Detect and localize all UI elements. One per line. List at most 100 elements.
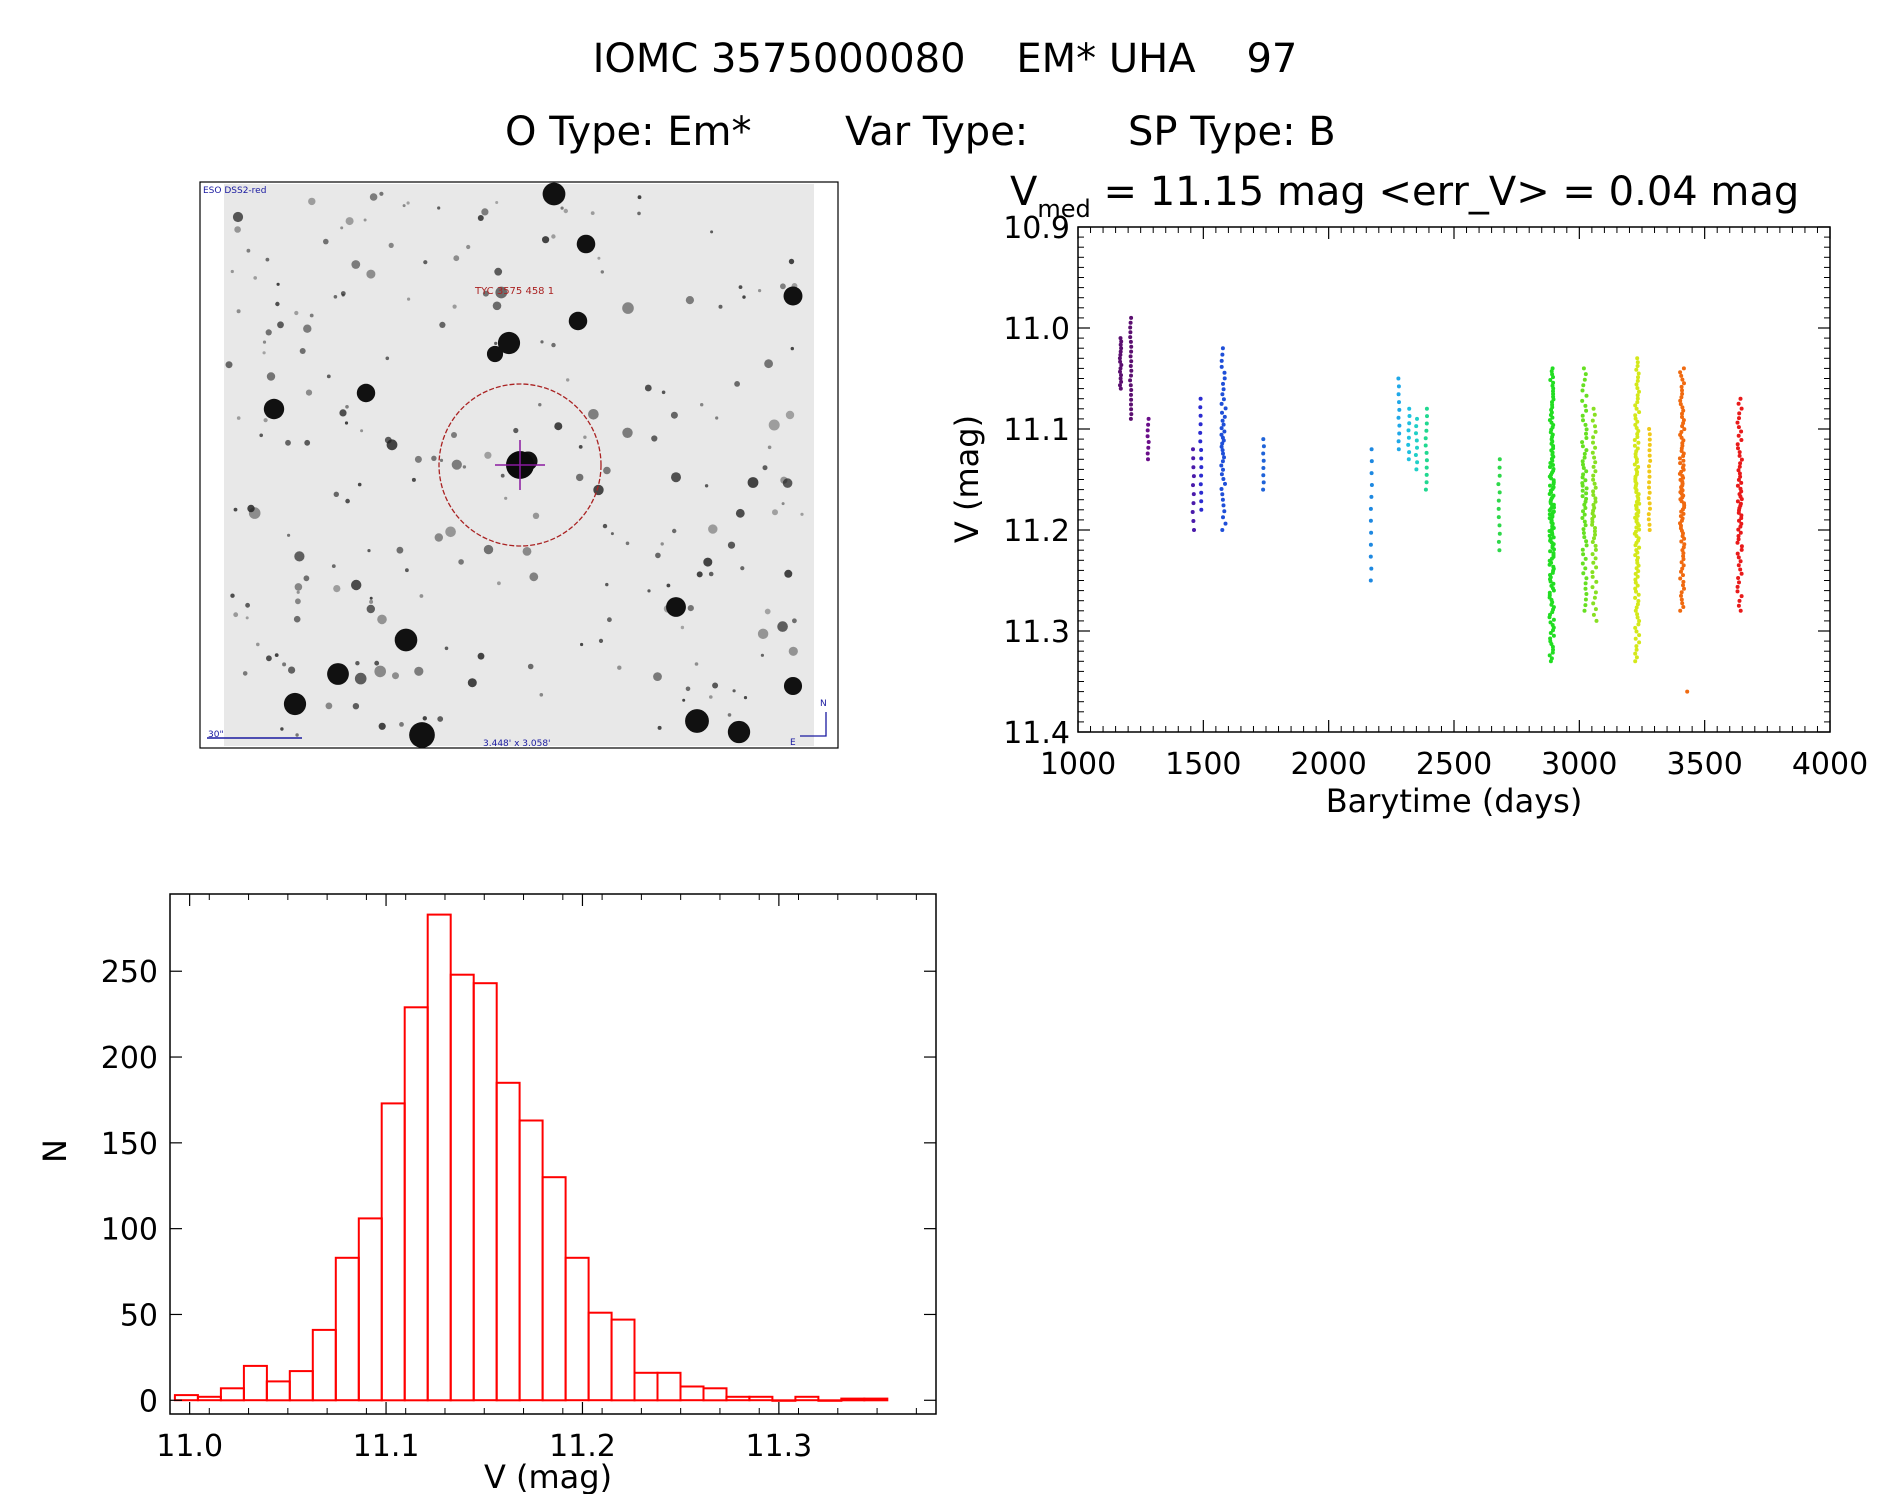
- lc-point: [1497, 457, 1502, 462]
- lc-point: [1682, 381, 1686, 386]
- hist-bar: [196, 1395, 222, 1402]
- lc-point: [1678, 398, 1683, 403]
- lc-point: [1678, 608, 1683, 613]
- lc-point: [1582, 377, 1587, 382]
- bright-star: [263, 398, 285, 420]
- lc-point: [1118, 336, 1123, 341]
- lc-point: [1547, 533, 1552, 538]
- lc-point: [1646, 496, 1651, 501]
- lc-point: [1677, 456, 1682, 461]
- lc-point: [1635, 615, 1640, 620]
- lc-point: [1636, 440, 1641, 445]
- star: [437, 206, 441, 210]
- star: [266, 372, 276, 381]
- star: [309, 313, 314, 318]
- lc-point: [1679, 384, 1684, 389]
- lc-point: [1396, 376, 1401, 381]
- lc-point: [1580, 494, 1585, 499]
- lc-point: [1128, 378, 1133, 383]
- lc-point: [1678, 461, 1683, 466]
- lc-point: [1118, 349, 1123, 354]
- lc-point: [1192, 528, 1196, 532]
- lc-ytick-label: 11.4: [1003, 716, 1070, 751]
- star: [431, 455, 437, 461]
- lc-point: [1222, 509, 1227, 514]
- lc-point: [1129, 344, 1134, 349]
- lc-point: [1591, 477, 1596, 482]
- star: [406, 201, 410, 205]
- star: [538, 403, 542, 407]
- lc-point: [1146, 440, 1151, 444]
- lc-point: [1551, 633, 1556, 638]
- lc-point: [1633, 595, 1638, 600]
- lc-point: [1584, 427, 1589, 432]
- lc-point: [1583, 556, 1588, 561]
- lc-point: [1129, 412, 1134, 417]
- lc-point: [1581, 509, 1585, 514]
- bright-star: [394, 628, 418, 652]
- star: [540, 340, 544, 344]
- lc-point: [1590, 418, 1595, 423]
- lc-point: [1681, 605, 1686, 609]
- lc-point: [1191, 492, 1196, 497]
- star: [481, 208, 489, 216]
- lc-point: [1406, 428, 1411, 433]
- lc-point: [1191, 465, 1196, 470]
- lc-point: [1219, 401, 1224, 406]
- hist-bar: [725, 1395, 751, 1402]
- lc-point: [1681, 454, 1686, 458]
- lc-point: [1593, 526, 1597, 530]
- lc-point: [1368, 518, 1373, 523]
- star: [680, 625, 685, 630]
- lc-point: [1548, 465, 1552, 469]
- lc-point: [1634, 367, 1639, 372]
- lc-point: [1424, 406, 1429, 411]
- star: [539, 693, 544, 697]
- hist-xtick-label: 11.0: [156, 1429, 223, 1464]
- lc-point: [1198, 396, 1203, 401]
- lc-point: [1261, 458, 1266, 463]
- lc-point: [1261, 473, 1266, 478]
- star: [323, 238, 329, 245]
- lc-point: [1407, 406, 1412, 411]
- lc-point: [1580, 413, 1585, 418]
- star: [597, 256, 601, 260]
- lc-point: [1220, 448, 1225, 453]
- lc-point: [1594, 579, 1599, 584]
- lc-point: [1220, 492, 1225, 497]
- star: [500, 473, 505, 478]
- lc-point: [1199, 465, 1204, 470]
- star: [392, 672, 399, 680]
- star: [369, 596, 373, 600]
- bright-star: [576, 234, 596, 254]
- star: [732, 689, 736, 693]
- hist-bar: [633, 1371, 659, 1402]
- hist-bar: [587, 1311, 613, 1402]
- lc-point: [1737, 464, 1742, 469]
- lc-point: [1637, 633, 1642, 638]
- lc-point: [1146, 457, 1150, 462]
- star: [247, 504, 255, 513]
- lc-point: [1680, 566, 1685, 571]
- star: [285, 439, 291, 446]
- lc-point: [1424, 450, 1429, 455]
- lc-point: [1633, 543, 1638, 548]
- lc-point: [1581, 571, 1586, 576]
- star: [710, 230, 714, 234]
- lc-point: [1496, 498, 1501, 503]
- lc-point: [1633, 586, 1638, 591]
- lc-point: [1591, 440, 1595, 445]
- lc-point: [1219, 487, 1224, 491]
- lc-point: [1590, 552, 1595, 557]
- lc-point: [1415, 416, 1419, 421]
- lc-point: [1396, 447, 1401, 452]
- lc-point: [1119, 379, 1124, 384]
- lc-point: [1146, 445, 1151, 450]
- lc-point: [1636, 599, 1641, 603]
- bright-star: [568, 311, 588, 331]
- lc-point: [1220, 459, 1225, 464]
- lc-point: [1220, 441, 1225, 446]
- lc-point: [1680, 388, 1684, 393]
- hist-bar: [403, 1006, 429, 1402]
- lc-point: [1735, 540, 1740, 545]
